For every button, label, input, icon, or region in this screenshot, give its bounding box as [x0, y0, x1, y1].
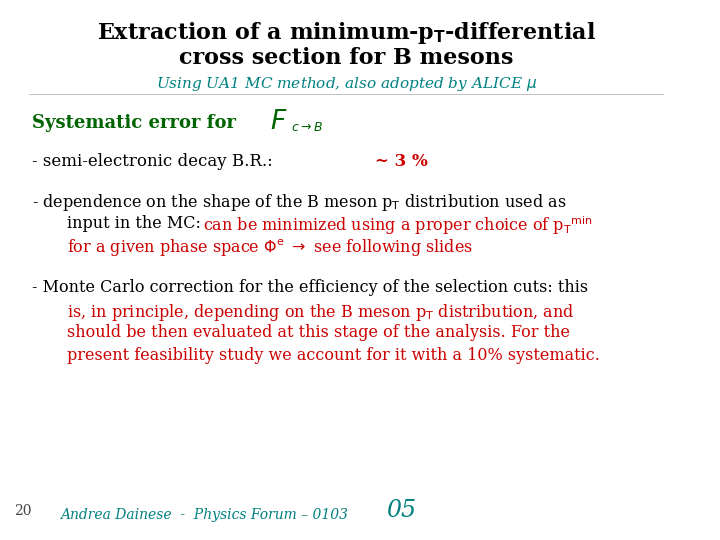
Text: $\mathit{F}$: $\mathit{F}$: [270, 109, 288, 134]
Text: for a given phase space $\Phi^\mathrm{e}$ $\rightarrow$ see following slides: for a given phase space $\Phi^\mathrm{e}…: [67, 237, 473, 258]
Text: Andrea Dainese  -  Physics Forum – 0103: Andrea Dainese - Physics Forum – 0103: [60, 509, 348, 523]
Text: 20: 20: [14, 504, 31, 518]
Text: input in the MC:: input in the MC:: [67, 215, 206, 232]
Text: Extraction of a minimum-p$_\mathbf{T}$-differential: Extraction of a minimum-p$_\mathbf{T}$-d…: [96, 20, 595, 46]
Text: Systematic error for: Systematic error for: [32, 114, 236, 132]
Text: - Monte Carlo correction for the efficiency of the selection cuts: this: - Monte Carlo correction for the efficie…: [32, 279, 588, 296]
Text: $c{\rightarrow}B$: $c{\rightarrow}B$: [291, 120, 323, 134]
Text: Using UA1 MC method, also adopted by ALICE $\mu$: Using UA1 MC method, also adopted by ALI…: [156, 75, 536, 93]
Text: ~ 3 %: ~ 3 %: [375, 153, 428, 170]
Text: present feasibility study we account for it with a 10% systematic.: present feasibility study we account for…: [67, 347, 600, 364]
Text: - dependence on the shape of the B meson p$_\mathrm{T}$ distribution used as: - dependence on the shape of the B meson…: [32, 192, 567, 213]
Text: cross section for B mesons: cross section for B mesons: [179, 47, 513, 69]
Text: should be then evaluated at this stage of the analysis. For the: should be then evaluated at this stage o…: [67, 324, 570, 341]
Text: can be minimized using a proper choice of p$_\mathrm{T}$$^\mathrm{min}$: can be minimized using a proper choice o…: [202, 215, 593, 238]
Text: is, in principle, depending on the B meson p$_\mathrm{T}$ distribution, and: is, in principle, depending on the B mes…: [67, 302, 575, 323]
Text: 05: 05: [386, 500, 416, 523]
Text: - semi-electronic decay B.R.:: - semi-electronic decay B.R.:: [32, 153, 279, 170]
